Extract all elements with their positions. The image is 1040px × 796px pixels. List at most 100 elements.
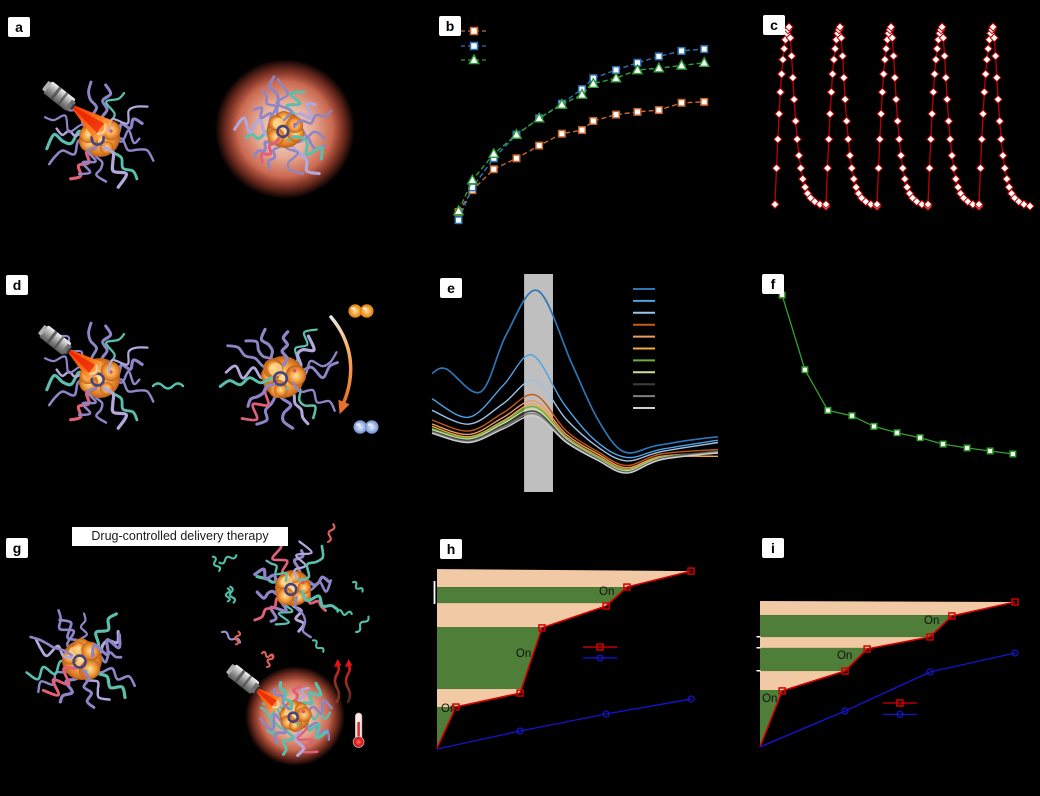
molecule-sphere [353, 420, 368, 434]
marker-diamond [881, 44, 891, 54]
heat-arrows [333, 659, 353, 704]
series-line [457, 62, 705, 212]
polymer-chain [218, 376, 273, 388]
panel-i-plot: On On On [756, 598, 1019, 748]
marker-diamond [888, 51, 899, 61]
stripe-green [760, 647, 1016, 672]
laser-pointer [226, 664, 282, 712]
linker-squiggle [151, 382, 185, 390]
marker-diamond [845, 150, 855, 161]
panel-g-title: Drug-controlled delivery therapy [72, 527, 288, 546]
marker-diamond [983, 44, 993, 54]
marker-diamond [798, 174, 808, 184]
panel-h-chart: On On On [433, 567, 695, 750]
polymer-chain [102, 145, 129, 189]
marker-diamond [891, 94, 901, 105]
marker-diamond [877, 87, 888, 97]
marker-square [948, 612, 956, 620]
panel-i-chart: On On On [756, 598, 1019, 748]
marker-diamond [794, 150, 804, 161]
ring-molecule [72, 654, 87, 669]
dot [285, 386, 289, 391]
laser-cap [226, 664, 236, 675]
arrow-head [338, 399, 350, 415]
panel-c-label: c [763, 15, 785, 35]
polymer-chain [77, 387, 98, 417]
panel-h-label: h [440, 539, 462, 559]
panel-e-label: e [440, 278, 462, 298]
laser-cap [38, 325, 48, 336]
beam-flare [89, 364, 98, 375]
marker-triangle [675, 59, 688, 70]
marker-square [841, 667, 849, 675]
marker-square [452, 703, 460, 711]
drug-squiggle [220, 630, 242, 644]
polymer-chain [275, 78, 293, 122]
polymer-chain [280, 330, 290, 368]
marker-triangle [587, 77, 600, 88]
polymer-chain [108, 378, 155, 403]
marker-diamond [876, 109, 886, 119]
drug-squiggle [228, 585, 237, 604]
marker-diamond [989, 33, 1000, 43]
polymer-chain [90, 633, 122, 658]
marker-square [700, 97, 709, 106]
marker-diamond [994, 116, 1005, 126]
panel-a-label: a [8, 17, 30, 37]
marker-square [700, 45, 709, 54]
polymer-chain [102, 386, 129, 430]
marker-diamond [773, 134, 783, 144]
laser-beam-core [257, 689, 277, 707]
marker-diamond [951, 174, 961, 184]
marker-diamond [774, 109, 784, 119]
marker-square [578, 126, 586, 135]
marker-triangle [452, 204, 465, 216]
marker-diamond [943, 116, 954, 126]
marker-diamond [800, 182, 810, 192]
ring-molecule [284, 582, 298, 597]
polymer-chain [289, 136, 321, 176]
marker-diamond [886, 22, 896, 32]
on-label: On [762, 693, 777, 705]
marker-diamond [827, 69, 838, 79]
polymer-chain [293, 540, 313, 580]
marker-square [778, 687, 786, 695]
drug-squiggle [224, 587, 231, 603]
panel-b-label: b [439, 16, 461, 36]
marker-square [677, 98, 686, 107]
release-curve-control [759, 652, 1016, 748]
marker-diamond [788, 72, 798, 83]
marker-diamond [821, 199, 831, 210]
marker-triangle [466, 173, 479, 185]
marker-diamond [887, 33, 898, 43]
marker-diamond [770, 199, 780, 210]
polymer-chain [293, 109, 333, 129]
laser-pointer [42, 81, 112, 142]
marker-circle [687, 695, 695, 703]
marker-diamond [847, 163, 857, 173]
marker-square [896, 699, 904, 707]
marker-diamond [929, 69, 940, 79]
polymer-chain [45, 129, 91, 151]
nanoparticle [211, 523, 370, 668]
marker-diamond [1000, 163, 1010, 173]
marker-square [512, 154, 521, 163]
marker-diamond [942, 94, 952, 105]
error-bars [457, 58, 705, 216]
polymer-chain [267, 75, 285, 122]
stripe-green [760, 690, 1016, 747]
marker-square [469, 26, 479, 36]
panel-i-label: i [762, 538, 784, 558]
spectrum-curve [431, 289, 719, 454]
laser-beam-core [69, 350, 96, 373]
dot [301, 580, 305, 585]
on-label: On [837, 650, 852, 662]
panel-f-plot [778, 291, 1017, 458]
decay-markers [778, 291, 1017, 458]
marker-square [654, 52, 663, 61]
polymer-chain [272, 687, 292, 711]
marker-diamond [926, 134, 936, 144]
marker-diamond [941, 72, 951, 83]
marker-square [602, 602, 610, 610]
core-bump [267, 128, 285, 146]
